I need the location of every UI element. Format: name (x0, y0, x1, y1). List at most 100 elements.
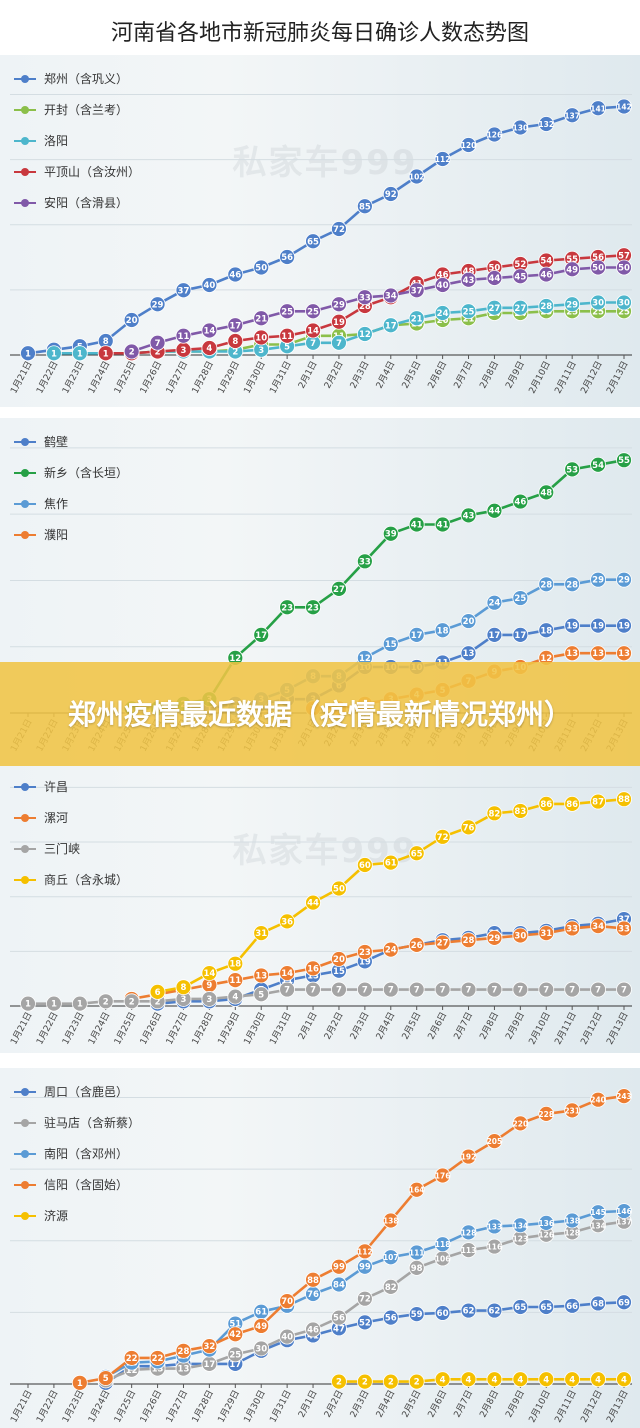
data-label: 5 (103, 1374, 109, 1384)
data-label: 25 (463, 307, 475, 317)
data-point (279, 1293, 296, 1309)
data-point (434, 622, 451, 639)
data-label: 7 (569, 986, 575, 996)
data-point (512, 1371, 529, 1388)
data-label: 120 (461, 141, 477, 150)
data-label: 46 (229, 271, 241, 281)
legend-label: 许昌 (44, 780, 69, 794)
data-label: 28 (359, 302, 371, 312)
data-point (46, 995, 62, 1012)
data-point (408, 1260, 425, 1276)
data-label: 20 (437, 316, 449, 326)
data-label: 61 (255, 1308, 267, 1318)
legend-dot (21, 1118, 29, 1127)
data-point (512, 119, 529, 136)
data-point (201, 277, 218, 293)
data-point (227, 317, 244, 334)
x-tick-label: 2月8日 (478, 359, 502, 390)
x-tick-label: 1月30日 (242, 1388, 268, 1424)
data-label: 6 (155, 988, 161, 998)
data-point (616, 645, 632, 662)
data-point (590, 571, 606, 588)
data-point (175, 979, 192, 996)
data-point (564, 796, 581, 812)
data-point (616, 452, 632, 469)
data-label: 24 (385, 946, 397, 956)
legend: 鹤壁 新乡（含长垣） 焦作 濮阳 (14, 426, 128, 550)
data-label: 27 (514, 304, 526, 314)
data-label: 65 (411, 849, 423, 859)
data-label: 40 (281, 1333, 293, 1343)
data-label: 85 (359, 202, 371, 212)
data-label: 12 (229, 654, 241, 664)
data-point (564, 920, 581, 937)
data-label: 36 (281, 917, 293, 927)
x-tick-label: 1月28日 (190, 1010, 216, 1046)
data-label: 10 (255, 334, 267, 344)
data-label: 17 (229, 1360, 241, 1370)
data-label: 4 (440, 1375, 446, 1385)
data-label: 28 (463, 936, 475, 946)
chart-panel-3: 私家车999 1月21日 1月22日 1月23日 1月24日 1月25日 1月26日 1月2… (0, 763, 640, 1053)
data-label: 146 (616, 1207, 632, 1216)
data-label: 15 (385, 640, 397, 650)
data-point (616, 571, 632, 588)
legend-label: 驻马店（含新蔡） (44, 1116, 141, 1130)
data-label: 3 (181, 995, 187, 1005)
data-label: 19 (592, 622, 604, 632)
data-point (331, 334, 347, 351)
legend-label: 平顶山（含汝州） (44, 165, 141, 179)
x-tick-label: 1月28日 (190, 359, 216, 395)
data-label: 7 (284, 986, 290, 996)
data-point (512, 493, 529, 510)
x-tick-label: 1月22日 (34, 1010, 60, 1046)
data-label: 16 (307, 964, 319, 974)
legend-dot (21, 499, 29, 508)
data-point (408, 845, 425, 862)
data-label: 82 (489, 809, 501, 819)
data-label: 243 (616, 1092, 632, 1101)
data-label: 72 (437, 833, 449, 843)
data-label: 118 (435, 1240, 451, 1249)
data-point (434, 1371, 451, 1388)
data-point (460, 303, 477, 320)
data-label: 24 (489, 599, 501, 609)
data-point (279, 599, 296, 616)
data-label: 41 (411, 521, 423, 531)
legend-item: 安阳（含滑县） (14, 187, 140, 218)
legend-dot (21, 74, 29, 83)
data-point (590, 100, 606, 117)
x-tick-label: 1月22日 (34, 359, 60, 395)
data-point (538, 1299, 555, 1315)
legend-item: 鹤壁 (14, 426, 128, 457)
data-label: 19 (618, 622, 630, 632)
data-point (486, 929, 503, 946)
data-point (305, 322, 321, 339)
data-point (253, 329, 270, 346)
data-label: 17 (489, 631, 501, 641)
data-label: 49 (255, 1322, 267, 1332)
data-point (305, 233, 321, 250)
x-tick-label: 2月7日 (452, 1010, 476, 1041)
data-point (305, 894, 321, 911)
data-label: 20 (333, 955, 345, 965)
data-label: 4 (232, 993, 238, 1003)
data-label: 24 (437, 309, 449, 319)
data-label: 128 (461, 1228, 477, 1237)
x-tick-label: 2月4日 (374, 1010, 398, 1041)
data-label: 2 (155, 348, 161, 358)
data-point (538, 484, 555, 501)
legend-item: 南阳（含邓州） (14, 1138, 140, 1169)
x-tick-label: 2月1日 (296, 1010, 320, 1041)
data-label: 25 (229, 1350, 241, 1360)
data-label: 84 (333, 1280, 345, 1290)
data-point (331, 1258, 347, 1275)
data-point (123, 1350, 140, 1366)
data-point (253, 1318, 270, 1334)
data-point (590, 294, 606, 311)
data-point (564, 1297, 581, 1314)
data-point (356, 1290, 373, 1307)
data-point (408, 1306, 425, 1323)
data-point (149, 296, 166, 313)
data-point (123, 312, 140, 328)
